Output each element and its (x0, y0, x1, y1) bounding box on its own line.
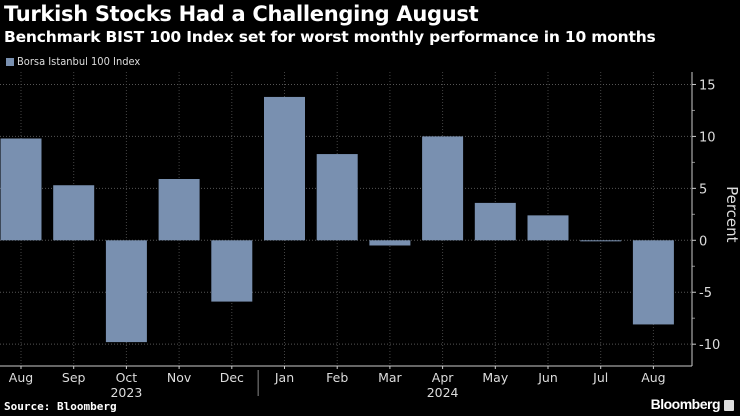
source-note: Source: Bloomberg (4, 400, 117, 413)
bar-jul-11 (580, 240, 622, 242)
chart-subtitle: Benchmark BIST 100 Index set for worst m… (4, 28, 656, 46)
bar-nov-3 (158, 179, 200, 241)
bloomberg-terminal-icon (724, 400, 734, 411)
x-tick-label: Aug (9, 370, 33, 385)
x-tick-label: Mar (378, 370, 402, 385)
year-label: 2023 (110, 385, 142, 400)
y-tick-label: 0 (699, 234, 707, 249)
x-tick-label: Aug (641, 370, 665, 385)
x-tick-label: Feb (326, 370, 348, 385)
bar-jun-10 (527, 215, 569, 241)
y-tick-label: 5 (699, 182, 707, 197)
legend: Borsa Istanbul 100 Index (6, 55, 140, 68)
bar-apr-8 (422, 136, 464, 241)
bar-mar-7 (369, 240, 411, 246)
bar-may-9 (474, 202, 516, 241)
x-tick-label: Dec (220, 370, 244, 385)
x-tick-label: Apr (432, 370, 454, 385)
bar-aug-12 (632, 240, 674, 325)
bar-oct-2 (105, 240, 147, 343)
y-tick-label: 15 (699, 78, 716, 93)
x-tick-label: Jan (274, 370, 294, 385)
x-tick-label: May (482, 370, 508, 385)
brand-logo: Bloomberg (650, 396, 721, 412)
bar-aug-0 (0, 138, 42, 241)
year-label: 2024 (427, 385, 459, 400)
bar-dec-4 (211, 240, 253, 302)
bar-feb-6 (316, 154, 358, 241)
x-tick-label: Oct (116, 370, 138, 385)
y-tick-label: -5 (699, 286, 712, 301)
x-tick-label: Nov (167, 370, 192, 385)
y-axis-label: Percent (723, 186, 740, 243)
chart-title: Turkish Stocks Had a Challenging August (4, 2, 479, 26)
x-tick-label: Jul (592, 370, 608, 385)
x-tick-label: Sep (62, 370, 86, 385)
legend-label: Borsa Istanbul 100 Index (17, 55, 141, 68)
y-tick-label: 10 (699, 130, 716, 145)
x-tick-label: Jun (537, 370, 558, 385)
y-tick-label: -10 (699, 338, 720, 353)
legend-swatch (6, 57, 14, 66)
bar-sep-1 (53, 185, 95, 241)
bar-jan-5 (264, 96, 305, 241)
